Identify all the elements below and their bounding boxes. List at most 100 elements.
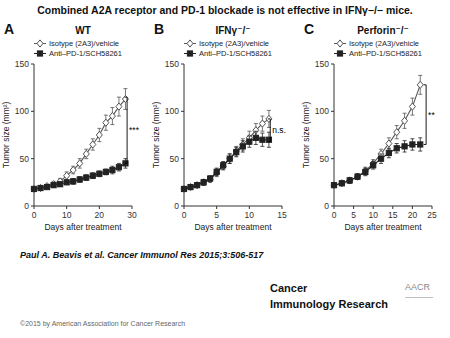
x-tick bbox=[432, 206, 433, 209]
point bbox=[386, 140, 392, 147]
x-tick-label: 5 bbox=[351, 210, 356, 220]
error-bar-cap bbox=[117, 170, 121, 171]
bracket-tick bbox=[125, 163, 127, 164]
y-tick-label: 0 bbox=[24, 201, 29, 211]
x-tick-label: 10 bbox=[368, 210, 378, 220]
error-bar bbox=[363, 168, 367, 176]
error-bar bbox=[117, 97, 121, 116]
point bbox=[208, 176, 213, 181]
legend-item: Isotype (2A3)/vehicle bbox=[334, 39, 419, 48]
point bbox=[96, 131, 102, 138]
y-tick-label: 50 bbox=[170, 154, 180, 164]
point bbox=[44, 184, 49, 189]
legend-item: Anti–PD-1/SCH58261 bbox=[184, 49, 272, 58]
error-bar bbox=[410, 98, 414, 115]
error-bar bbox=[39, 186, 43, 190]
error-bar bbox=[348, 178, 352, 184]
error-bar-cap bbox=[395, 143, 399, 144]
panel-letter: C bbox=[304, 21, 314, 37]
error-bar-cap bbox=[267, 147, 271, 148]
error-bar bbox=[117, 163, 121, 171]
point bbox=[116, 165, 121, 170]
legend-label: Anti–PD-1/SCH58261 bbox=[349, 49, 422, 58]
x-tick-label: 25 bbox=[427, 210, 437, 220]
point bbox=[201, 179, 207, 186]
error-bar-cap bbox=[228, 153, 232, 154]
error-bar bbox=[387, 148, 391, 157]
point bbox=[370, 160, 376, 167]
figure-title: Combined A2A receptor and PD-1 blockade … bbox=[37, 4, 413, 16]
point bbox=[347, 178, 352, 183]
point bbox=[194, 183, 199, 188]
point bbox=[64, 180, 69, 185]
y-tick-label: 100 bbox=[315, 106, 329, 116]
point bbox=[31, 185, 37, 192]
error-bar-cap bbox=[395, 138, 399, 139]
error-bar bbox=[403, 113, 407, 128]
point bbox=[362, 167, 368, 174]
y-axis-label: Tumor size (mm²) bbox=[1, 101, 11, 168]
error-bar-cap bbox=[241, 152, 245, 153]
point bbox=[77, 177, 82, 182]
error-bar bbox=[340, 181, 344, 185]
error-bar bbox=[65, 172, 69, 180]
legend-label: Isotype (2A3)/vehicle bbox=[349, 39, 419, 48]
point bbox=[418, 142, 423, 147]
point bbox=[386, 150, 391, 155]
point bbox=[260, 137, 265, 142]
plot-area bbox=[31, 89, 128, 193]
x-tick bbox=[249, 206, 250, 209]
series bbox=[31, 89, 128, 193]
legend-label: Isotype (2A3)/vehicle bbox=[49, 39, 119, 48]
error-bar bbox=[234, 146, 238, 155]
point bbox=[259, 120, 265, 127]
error-bar-cap bbox=[387, 157, 391, 158]
point bbox=[58, 182, 63, 187]
bracket-tick bbox=[268, 118, 270, 119]
x-axis-line bbox=[34, 206, 132, 207]
legend-label: Anti–PD-1/SCH58261 bbox=[199, 49, 272, 58]
point bbox=[402, 144, 407, 149]
y-tick bbox=[31, 64, 34, 65]
error-bar-cap bbox=[84, 158, 88, 159]
error-bar bbox=[110, 166, 114, 174]
x-axis-line bbox=[184, 206, 282, 207]
legend: Isotype (2A3)/vehicleAnti–PD-1/SCH58261 bbox=[334, 39, 422, 58]
panel: 0102030050100150Days after treatmentTumo… bbox=[1, 21, 140, 232]
error-bar-cap bbox=[84, 149, 88, 150]
legend-marker bbox=[337, 51, 342, 56]
y-tick bbox=[331, 64, 334, 65]
error-bar-cap bbox=[110, 173, 114, 174]
error-bar bbox=[104, 115, 108, 130]
error-bar bbox=[84, 149, 88, 158]
error-bar-cap bbox=[110, 124, 114, 125]
legend: Isotype (2A3)/vehicleAnti–PD-1/SCH58261 bbox=[34, 39, 122, 58]
error-bar-cap bbox=[379, 153, 383, 154]
error-bar-cap bbox=[254, 131, 258, 132]
point bbox=[83, 150, 89, 157]
point bbox=[394, 129, 400, 136]
error-bar-cap bbox=[247, 135, 251, 136]
error-bar-cap bbox=[78, 168, 82, 169]
y-tick bbox=[181, 158, 184, 159]
x-tick-label: 0 bbox=[32, 210, 37, 220]
bracket-line bbox=[426, 85, 427, 145]
x-axis-label: Days after treatment bbox=[44, 222, 122, 232]
error-bar-cap bbox=[395, 152, 399, 153]
point bbox=[84, 175, 89, 180]
error-bar bbox=[379, 154, 383, 163]
y-tick-label: 0 bbox=[324, 201, 329, 211]
error-bar bbox=[189, 185, 193, 189]
point bbox=[103, 169, 108, 174]
x-tick bbox=[99, 206, 100, 209]
point bbox=[70, 166, 76, 173]
y-axis-label: Tumor size (mm²) bbox=[301, 101, 311, 168]
error-bar bbox=[104, 169, 108, 175]
error-bar-cap bbox=[123, 88, 127, 89]
bracket-line bbox=[270, 119, 271, 142]
x-tick-label: 5 bbox=[214, 210, 219, 220]
error-bar bbox=[52, 183, 56, 187]
error-bar-cap bbox=[110, 166, 114, 167]
x-tick bbox=[392, 206, 393, 209]
significance-bracket bbox=[268, 119, 270, 142]
